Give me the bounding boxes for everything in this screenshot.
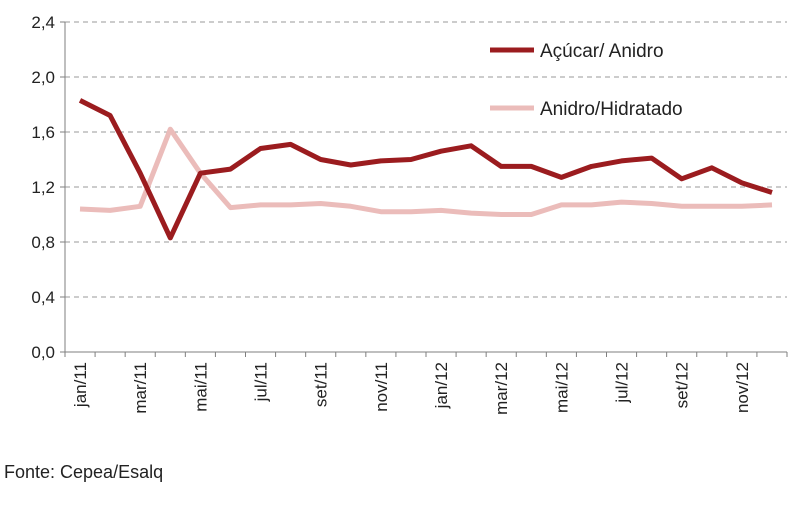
x-tick-label: mar/11 (131, 362, 150, 414)
y-tick-label: 0,8 (31, 233, 55, 252)
y-tick-label: 0,4 (31, 288, 55, 307)
x-tick-label: jul/12 (613, 362, 632, 404)
y-tick-label: 0,0 (31, 343, 55, 362)
x-tick-label: set/11 (312, 362, 331, 407)
x-axis-ticks: jan/11 mar/11 mai/11 jul/11 set/11 nov/11 jan/… (64, 352, 788, 415)
series-line (79, 126, 773, 217)
legend: Açúcar/ Anidro Anidro/Hidratado (490, 41, 683, 120)
legend-label: Açúcar/ Anidro (540, 41, 664, 62)
gridlines (65, 21, 787, 298)
x-tick-label: jul/11 (252, 362, 271, 402)
series-line (78, 98, 773, 241)
x-tick-label: nov/12 (733, 362, 752, 413)
y-axis-ticks: 0,0 0,4 0,8 1,2 1,6 2,0 2,4 (31, 13, 65, 362)
y-tick-label: 1,6 (31, 123, 55, 142)
y-tick-label: 2,4 (31, 13, 55, 32)
source-note: Fonte: Cepea/Esalq (4, 462, 164, 482)
y-tick-label: 1,2 (31, 178, 55, 197)
x-tick-label: mai/11 (191, 362, 210, 412)
y-tick-label: 2,0 (31, 68, 55, 87)
legend-label: Anidro/Hidratado (540, 99, 683, 120)
x-tick-label: jan/12 (432, 362, 451, 409)
x-tick-label: jan/11 (71, 362, 90, 408)
x-tick-label: set/12 (673, 362, 692, 408)
x-tick-label: nov/11 (372, 362, 391, 412)
x-tick-label: mai/12 (552, 362, 571, 413)
series-lines (78, 98, 773, 241)
x-tick-label: mar/12 (492, 362, 511, 415)
